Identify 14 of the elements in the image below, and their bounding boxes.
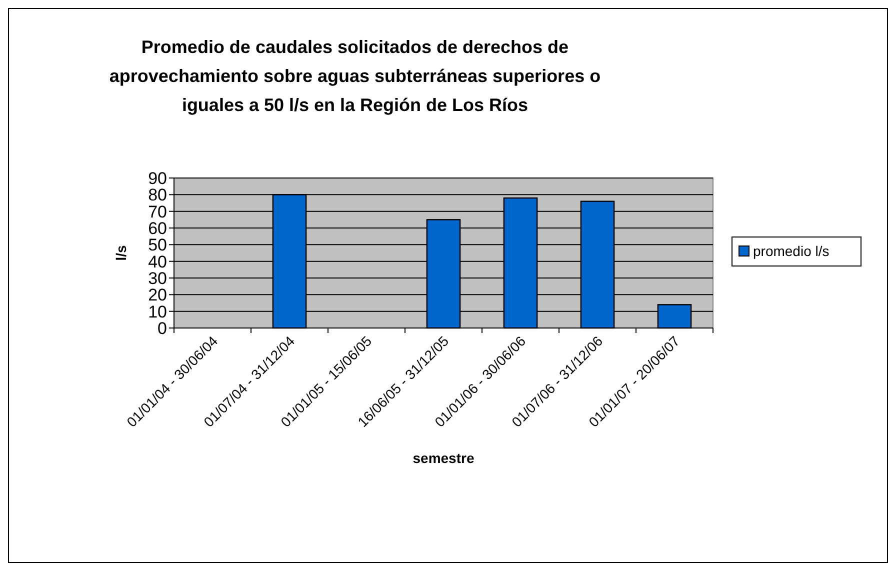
y-tick-label: 50: [148, 236, 167, 255]
y-tick-label: 60: [148, 218, 167, 238]
x-axis-title: semestre: [412, 450, 474, 466]
y-tick-label: 20: [148, 286, 167, 305]
y-tick-label: 0: [158, 318, 167, 338]
chart-title: Promedio de caudales solicitados de derechos de aprovechamiento sobre aguas subterráneas superiores o iguales a 50 l/s en la Región de Los Ríos: [109, 37, 601, 115]
y-tick-label: 40: [148, 252, 167, 272]
y-tick-label: 80: [148, 186, 167, 205]
legend-label: promedio l/s: [753, 243, 830, 259]
y-tick-label: 70: [148, 202, 167, 222]
y-tick-label: 30: [148, 268, 167, 288]
y-tick-label: 90: [148, 168, 167, 188]
y-tick-label: 10: [148, 302, 167, 322]
y-axis-title: l/s: [113, 245, 129, 261]
